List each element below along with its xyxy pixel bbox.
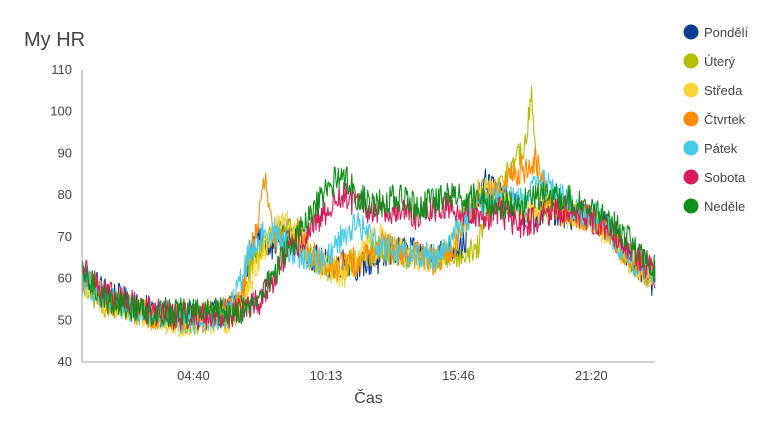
legend-label: Středa — [704, 83, 743, 98]
y-axis: 40 50 60 70 80 90 100 110 — [50, 62, 72, 369]
y-tick-label: 70 — [58, 229, 72, 244]
x-tick-label: 15:46 — [442, 368, 475, 383]
y-tick-label: 110 — [51, 62, 72, 77]
x-tick-label: 10:13 — [310, 368, 343, 383]
legend-swatch — [683, 53, 699, 69]
y-tick-label: 90 — [58, 145, 72, 160]
legend-swatch — [683, 111, 699, 127]
y-tick-label: 50 — [58, 312, 72, 327]
legend-swatch — [683, 198, 699, 214]
legend: Pondělí Úterý Středa Čtvrtek Pátek Sobota Nedě… — [683, 24, 748, 214]
chart-title: My HR — [24, 29, 85, 51]
legend-swatch — [683, 24, 699, 40]
plot-area — [81, 86, 656, 338]
legend-label: Sobota — [704, 170, 746, 185]
legend-label: Pátek — [704, 141, 738, 156]
legend-swatch — [683, 140, 699, 156]
legend-swatch — [683, 169, 699, 185]
x-axis: 04:40 10:13 15:46 21:20 — [177, 368, 607, 383]
x-tick-label: 21:20 — [575, 368, 608, 383]
legend-label: Úterý — [704, 54, 736, 69]
legend-label: Pondělí — [704, 25, 748, 40]
legend-swatch — [683, 82, 699, 98]
legend-label: Čtvrtek — [704, 112, 746, 127]
x-axis-title: Čas — [354, 388, 382, 407]
series-line-6 — [81, 166, 656, 328]
y-tick-label: 60 — [58, 271, 72, 286]
x-tick-label: 04:40 — [177, 368, 210, 383]
legend-label: Neděle — [704, 199, 745, 214]
y-tick-label: 80 — [58, 187, 72, 202]
y-tick-label: 100 — [50, 104, 72, 119]
y-tick-label: 40 — [58, 354, 72, 369]
